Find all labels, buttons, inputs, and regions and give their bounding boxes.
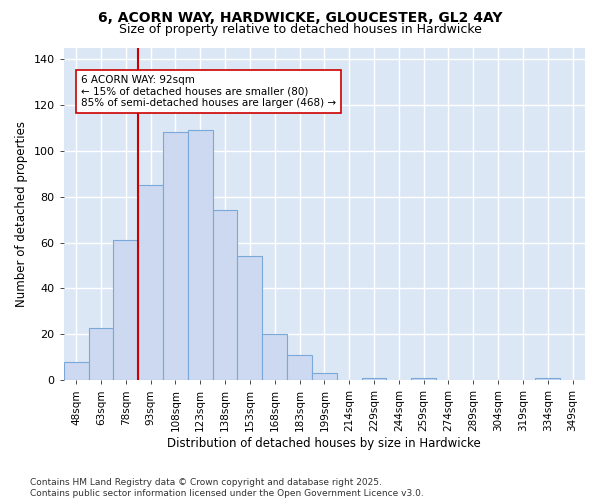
Text: 6, ACORN WAY, HARDWICKE, GLOUCESTER, GL2 4AY: 6, ACORN WAY, HARDWICKE, GLOUCESTER, GL2… (98, 11, 502, 25)
Bar (238, 256, 262, 380)
Bar (411, 378, 436, 380)
X-axis label: Distribution of detached houses by size in Hardwicke: Distribution of detached houses by size … (167, 437, 481, 450)
Bar (163, 132, 188, 380)
Bar (535, 378, 560, 380)
Text: Contains HM Land Registry data © Crown copyright and database right 2025.
Contai: Contains HM Land Registry data © Crown c… (30, 478, 424, 498)
Bar (312, 374, 337, 380)
Bar (287, 355, 312, 380)
Bar (64, 362, 89, 380)
Bar (89, 328, 113, 380)
Y-axis label: Number of detached properties: Number of detached properties (15, 121, 28, 307)
Bar (113, 240, 138, 380)
Text: 6 ACORN WAY: 92sqm
← 15% of detached houses are smaller (80)
85% of semi-detache: 6 ACORN WAY: 92sqm ← 15% of detached hou… (81, 75, 336, 108)
Bar (212, 210, 238, 380)
Bar (262, 334, 287, 380)
Text: Size of property relative to detached houses in Hardwicke: Size of property relative to detached ho… (119, 22, 481, 36)
Bar (362, 378, 386, 380)
Bar (188, 130, 212, 380)
Bar (138, 185, 163, 380)
